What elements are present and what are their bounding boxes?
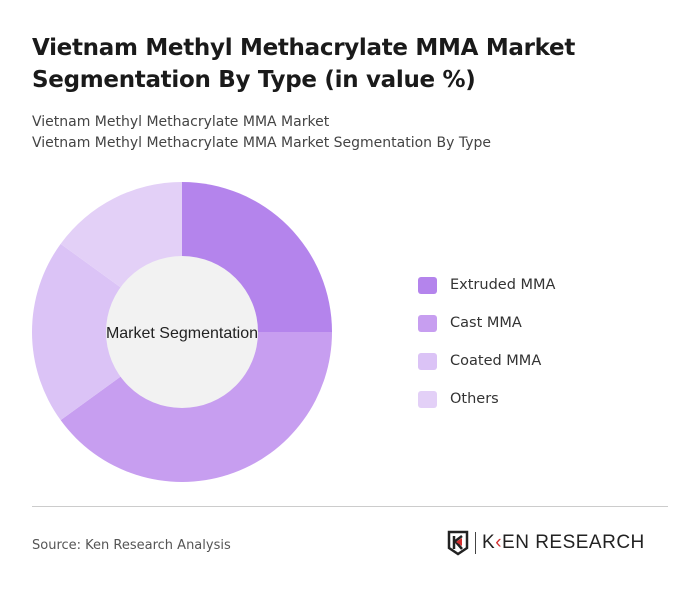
source-note: Source: Ken Research Analysis [32,538,231,553]
center-label: Market Segmentation [106,325,258,342]
logo-shield-icon [447,530,469,556]
legend-swatch [418,390,437,408]
subtitle-market: Vietnam Methyl Methacrylate MMA Market [32,114,330,130]
legend-label: Extruded MMA [450,277,556,293]
slice-cast-mma [60,332,332,482]
legend-swatch [418,352,437,370]
legend-swatch [418,276,437,294]
legend-item-others: Others [418,380,555,418]
legend-label: Coated MMA [450,353,542,369]
legend-item-coated: Coated MMA [418,342,555,380]
divider [32,506,668,507]
legend-swatch [418,314,437,332]
legend-item-extruded: Extruded MMA [418,266,555,304]
subtitle-segmentation: Vietnam Methyl Methacrylate MMA Market S… [32,135,491,151]
ken-research-logo: K‹EN RESEARCH [447,530,645,556]
donut-hole [106,256,258,408]
legend-label: Others [450,391,499,407]
legend: Extruded MMA Cast MMA Coated MMA Others [418,266,555,418]
chart-title: Vietnam Methyl Methacrylate MMA Market S… [32,35,576,93]
legend-label: Cast MMA [450,315,522,331]
legend-item-cast: Cast MMA [418,304,555,342]
logo-text: K‹EN RESEARCH [482,532,645,553]
donut-chart: Market Segmentation [31,182,332,482]
